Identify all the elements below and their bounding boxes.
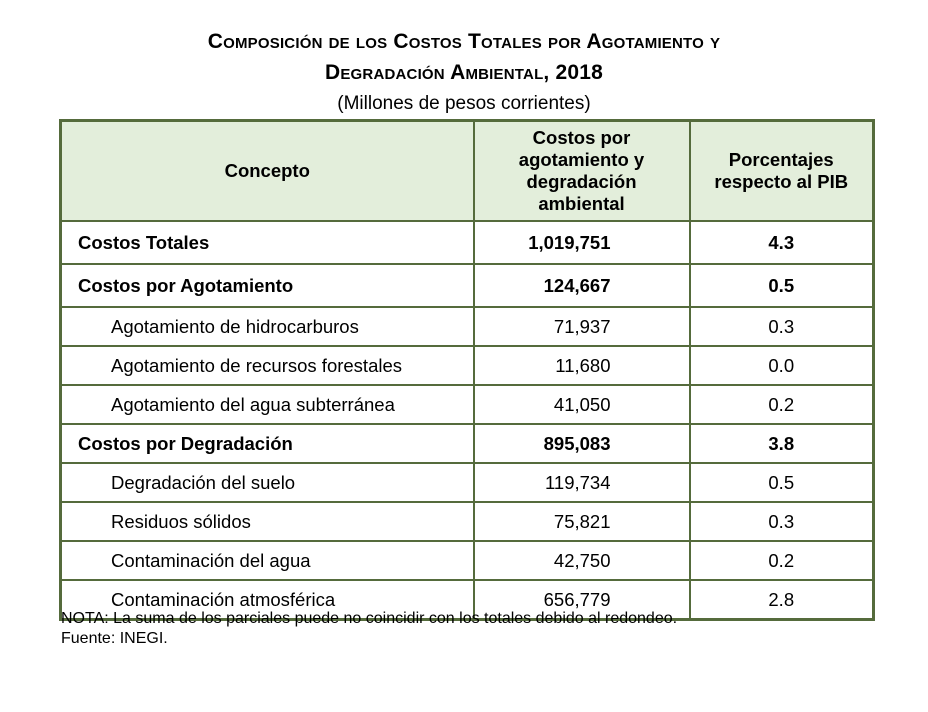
row-value: 11,680 <box>472 345 691 386</box>
row-concept: Contaminación del agua <box>59 540 475 581</box>
row-concept: Agotamiento del agua subterránea <box>59 384 475 425</box>
title-line-1: Composición de los Costos Totales por Ag… <box>207 30 721 53</box>
row-value: 41,050 <box>472 384 691 425</box>
title-line-2: Degradación Ambiental, 2018 <box>324 61 604 84</box>
note-text: NOTA: La suma de los parciales puede no … <box>61 610 678 627</box>
table-row: Costos por Degradación 895,083 3.8 <box>59 423 875 464</box>
row-pct: 0.3 <box>688 306 875 347</box>
row-pct: 0.2 <box>688 384 875 425</box>
row-value: 71,937 <box>472 306 691 347</box>
table-row: Agotamiento de hidrocarburos 71,937 0.3 <box>59 306 875 347</box>
row-value: 119,734 <box>472 462 691 503</box>
table-row: Costos por Agotamiento 124,667 0.5 <box>59 263 875 308</box>
row-pct: 3.8 <box>688 423 875 464</box>
row-value: 42,750 <box>472 540 691 581</box>
row-pct: 2.8 <box>688 579 875 621</box>
table-row: Contaminación atmosférica 656,779 2.8 <box>59 579 875 621</box>
row-concept: Agotamiento de hidrocarburos <box>59 306 475 347</box>
row-pct: 0.3 <box>688 501 875 542</box>
row-pct: 0.5 <box>688 462 875 503</box>
header-porcentajes: Porcentajes respecto al PIB <box>688 119 875 222</box>
table-row: Agotamiento del agua subterránea 41,050 … <box>59 384 875 425</box>
row-concept: Costos por Agotamiento <box>59 263 475 308</box>
table-row: Agotamiento de recursos forestales 11,68… <box>59 345 875 386</box>
table-row: Residuos sólidos 75,821 0.3 <box>59 501 875 542</box>
header-costos-text: Costos por agotamiento y degradación amb… <box>518 127 645 214</box>
header-costos: Costos por agotamiento y degradación amb… <box>472 119 691 222</box>
header-porcentajes-text: Porcentajes respecto al PIB <box>714 149 849 192</box>
row-concept: Residuos sólidos <box>59 501 475 542</box>
row-value: 895,083 <box>472 423 691 464</box>
row-concept: Agotamiento de recursos forestales <box>59 345 475 386</box>
row-value: 656,779 <box>472 579 691 621</box>
header-concepto: Concepto <box>59 119 475 222</box>
row-value: 1,019,751 <box>472 220 691 265</box>
row-value: 75,821 <box>472 501 691 542</box>
row-concept: Costos Totales <box>59 220 475 265</box>
row-pct: 0.0 <box>688 345 875 386</box>
subtitle: (Millones de pesos corrientes) <box>337 93 591 114</box>
row-pct: 0.5 <box>688 263 875 308</box>
table-row: Contaminación del agua 42,750 0.2 <box>59 540 875 581</box>
row-pct: 4.3 <box>688 220 875 265</box>
row-value: 124,667 <box>472 263 691 308</box>
row-pct: 0.2 <box>688 540 875 581</box>
table-row: Costos Totales 1,019,751 4.3 <box>59 220 875 265</box>
row-concept: Contaminación atmosférica <box>59 579 475 621</box>
table-row: Degradación del suelo 119,734 0.5 <box>59 462 875 503</box>
footnote: NOTA: La suma de los parciales puede no … <box>61 609 677 649</box>
data-table: Concepto Costos por agotamiento y degrad… <box>59 119 875 621</box>
table-header-row: Concepto Costos por agotamiento y degrad… <box>59 119 875 222</box>
source-text: Fuente: INEGI. <box>61 630 168 647</box>
data-table-container: Concepto Costos por agotamiento y degrad… <box>59 119 875 621</box>
row-concept: Costos por Degradación <box>59 423 475 464</box>
row-concept: Degradación del suelo <box>59 462 475 503</box>
